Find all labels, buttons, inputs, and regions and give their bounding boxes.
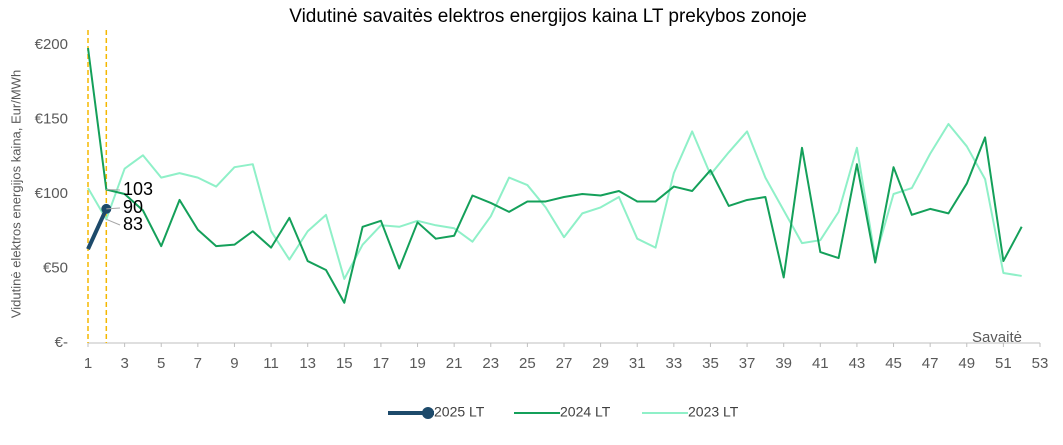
series-line <box>87 122 1022 280</box>
legend-marker <box>422 407 434 419</box>
series-line <box>86 208 109 250</box>
x-tick-label: 1 <box>84 355 92 372</box>
x-tick-label: 53 <box>1032 355 1049 372</box>
y-tick-label: €200 <box>35 36 68 53</box>
x-tick-label: 19 <box>409 355 426 372</box>
x-tick-label: 21 <box>446 355 463 372</box>
chart-title: Vidutinė savaitės elektros energijos kai… <box>289 6 807 27</box>
x-tick-label: 33 <box>666 355 683 372</box>
y-tick-label: €- <box>55 334 68 351</box>
y-tick-label: €50 <box>43 259 68 276</box>
legend-label: 2023 LT <box>688 404 739 420</box>
legend-label: 2025 LT <box>434 404 485 420</box>
x-tick-label: 25 <box>519 355 536 372</box>
x-tick-label: 37 <box>739 355 756 372</box>
data-label: 103 <box>123 179 153 199</box>
leader-line <box>106 218 121 226</box>
y-tick-label: €100 <box>35 185 68 202</box>
x-tick-label: 35 <box>702 355 719 372</box>
y-tick-label: €150 <box>35 110 68 127</box>
x-tick-label: 3 <box>120 355 128 372</box>
leader-line <box>106 207 121 210</box>
x-tick-label: 39 <box>775 355 792 372</box>
x-tick-label: 11 <box>263 355 279 372</box>
legend-label: 2024 LT <box>560 404 611 420</box>
x-tick-label: 5 <box>157 355 165 372</box>
x-tick-label: 13 <box>299 355 316 372</box>
x-tick-label: 31 <box>629 355 646 372</box>
x-axis-label: Savaitė <box>972 329 1022 346</box>
x-tick-label: 41 <box>812 355 829 372</box>
x-tick-label: 43 <box>849 355 866 372</box>
x-tick-label: 47 <box>922 355 939 372</box>
x-tick-label: 27 <box>556 355 573 372</box>
x-tick-label: 29 <box>592 355 609 372</box>
x-tick-label: 23 <box>482 355 499 372</box>
x-tick-label: 7 <box>194 355 202 372</box>
x-tick-label: 45 <box>885 355 902 372</box>
x-tick-label: 49 <box>958 355 975 372</box>
x-tick-label: 15 <box>336 355 353 372</box>
y-axis-label: Vidutinė elektros energijos kaina, Eur/M… <box>8 70 23 318</box>
x-tick-label: 9 <box>230 355 238 372</box>
series-line <box>87 47 1023 304</box>
data-label: 90 <box>123 197 143 217</box>
x-tick-label: 17 <box>373 355 390 372</box>
data-label: 83 <box>123 214 143 234</box>
x-tick-label: 51 <box>995 355 1012 372</box>
